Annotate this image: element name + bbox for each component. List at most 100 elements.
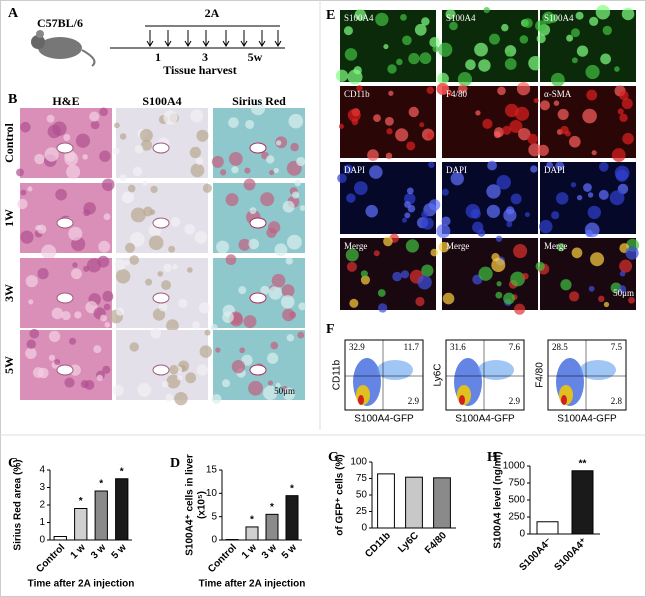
texture (429, 36, 440, 48)
bar (94, 490, 108, 541)
texture (243, 315, 257, 329)
texture (576, 45, 589, 57)
texture (225, 193, 239, 207)
texture (628, 296, 635, 304)
texture (566, 34, 574, 42)
vessel (249, 364, 267, 376)
texture (28, 299, 34, 305)
mouse-ear (36, 30, 44, 38)
texture (457, 72, 473, 87)
texture (44, 147, 59, 162)
texture (421, 17, 430, 26)
texture (609, 190, 625, 206)
texture (192, 321, 200, 329)
texture (263, 385, 278, 401)
texture (204, 329, 211, 336)
channel-label: DAPI (344, 165, 365, 175)
texture (137, 382, 152, 397)
texture (82, 154, 88, 160)
texture (83, 202, 96, 215)
texture (587, 192, 594, 198)
texture (430, 248, 439, 257)
texture (495, 235, 503, 242)
texture (553, 100, 560, 106)
y-tick-label: 0 (39, 535, 45, 546)
texture (503, 208, 517, 222)
texture (375, 12, 389, 27)
density (358, 395, 364, 405)
texture (465, 59, 476, 71)
significance-marker: * (79, 496, 83, 507)
panel-label: A (8, 6, 19, 21)
texture (586, 89, 598, 101)
vessel (249, 292, 267, 304)
arrow-head (164, 40, 172, 47)
texture (20, 230, 34, 244)
significance-marker: * (120, 466, 124, 477)
texture (414, 23, 427, 36)
texture (244, 167, 251, 174)
panel-label: E (326, 8, 335, 23)
channel-label: CD11b (344, 89, 370, 99)
y-tick-label: 750 (508, 478, 525, 489)
texture (75, 133, 91, 148)
texture (347, 108, 361, 122)
texture (614, 165, 630, 181)
x-tick-label: 5 w (280, 542, 299, 561)
texture (406, 141, 416, 151)
channel-label: α-SMA (544, 89, 572, 99)
texture (297, 331, 305, 339)
texture (504, 103, 519, 118)
row-label: 1W (2, 209, 16, 227)
texture (187, 267, 193, 273)
axis-label: F4/80 (535, 362, 546, 388)
texture (148, 235, 164, 251)
texture (528, 56, 543, 71)
y-tick-label: 75 (356, 473, 368, 484)
texture (555, 161, 565, 171)
texture (542, 11, 555, 24)
texture (524, 212, 530, 218)
texture (343, 26, 353, 36)
texture (127, 184, 136, 193)
texture (124, 259, 131, 266)
quadrant-value: 2.9 (509, 396, 521, 406)
texture (518, 127, 531, 141)
channel-label: Merge (344, 241, 367, 251)
texture (457, 84, 468, 94)
y-axis-label: S100A4⁺ cells in liver (185, 454, 196, 556)
x-tick-label: CD11b (363, 530, 393, 560)
axis-label: S100A4-GFP (354, 414, 414, 425)
texture (196, 129, 209, 142)
x-tick-label: 1 w (240, 542, 259, 561)
texture (161, 280, 172, 291)
texture (112, 384, 124, 397)
texture (222, 311, 234, 323)
column-header: Sirius Red (232, 94, 286, 108)
texture (603, 301, 610, 308)
texture (20, 189, 27, 196)
texture (587, 205, 601, 220)
bar (74, 508, 88, 541)
texture (428, 161, 435, 168)
texture (219, 169, 227, 176)
texture (619, 270, 626, 277)
texture (569, 291, 580, 302)
texture (472, 221, 484, 233)
texture (576, 194, 583, 201)
vessel (249, 217, 267, 229)
texture (353, 181, 368, 195)
panel-label: B (8, 92, 17, 107)
texture (408, 52, 420, 65)
texture (231, 166, 239, 174)
texture (436, 224, 451, 239)
texture (34, 153, 45, 165)
vessel (56, 364, 74, 376)
texture (89, 111, 100, 122)
texture (465, 203, 481, 219)
texture (152, 308, 166, 321)
texture (99, 150, 111, 162)
texture (346, 193, 356, 203)
texture (16, 168, 24, 177)
texture (52, 121, 67, 136)
